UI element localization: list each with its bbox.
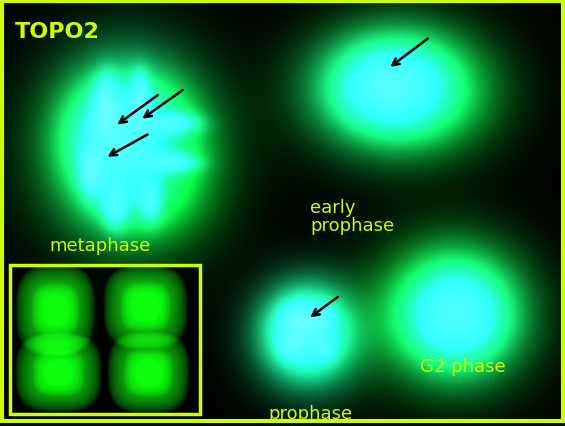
Text: metaphase: metaphase: [49, 236, 151, 254]
Text: prophase: prophase: [310, 216, 394, 234]
Bar: [10, 266, 200, 414]
Text: prophase: prophase: [268, 403, 352, 422]
Text: early: early: [310, 199, 355, 216]
Text: TOPO2: TOPO2: [15, 22, 100, 42]
Text: G2 phase: G2 phase: [420, 357, 506, 375]
